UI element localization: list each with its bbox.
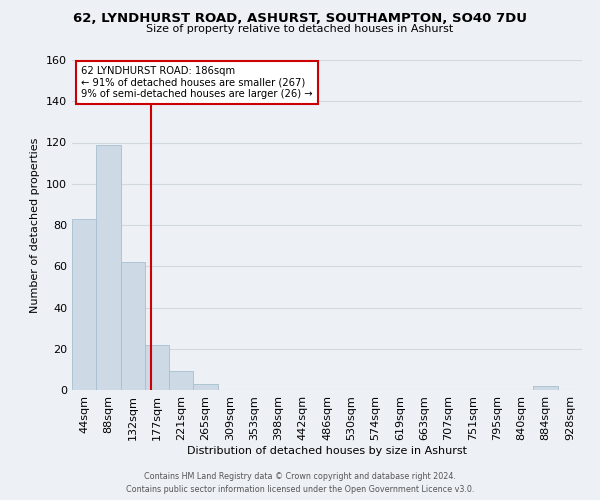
Bar bbox=[533, 386, 558, 390]
Y-axis label: Number of detached properties: Number of detached properties bbox=[31, 138, 40, 312]
Bar bbox=[96, 144, 121, 390]
X-axis label: Distribution of detached houses by size in Ashurst: Distribution of detached houses by size … bbox=[187, 446, 467, 456]
Bar bbox=[72, 219, 96, 390]
Bar bbox=[169, 372, 193, 390]
Text: Contains HM Land Registry data © Crown copyright and database right 2024.
Contai: Contains HM Land Registry data © Crown c… bbox=[126, 472, 474, 494]
Text: Size of property relative to detached houses in Ashurst: Size of property relative to detached ho… bbox=[146, 24, 454, 34]
Bar bbox=[193, 384, 218, 390]
Text: 62 LYNDHURST ROAD: 186sqm
← 91% of detached houses are smaller (267)
9% of semi-: 62 LYNDHURST ROAD: 186sqm ← 91% of detac… bbox=[81, 66, 313, 100]
Bar bbox=[121, 262, 145, 390]
Bar bbox=[145, 344, 169, 390]
Text: 62, LYNDHURST ROAD, ASHURST, SOUTHAMPTON, SO40 7DU: 62, LYNDHURST ROAD, ASHURST, SOUTHAMPTON… bbox=[73, 12, 527, 26]
